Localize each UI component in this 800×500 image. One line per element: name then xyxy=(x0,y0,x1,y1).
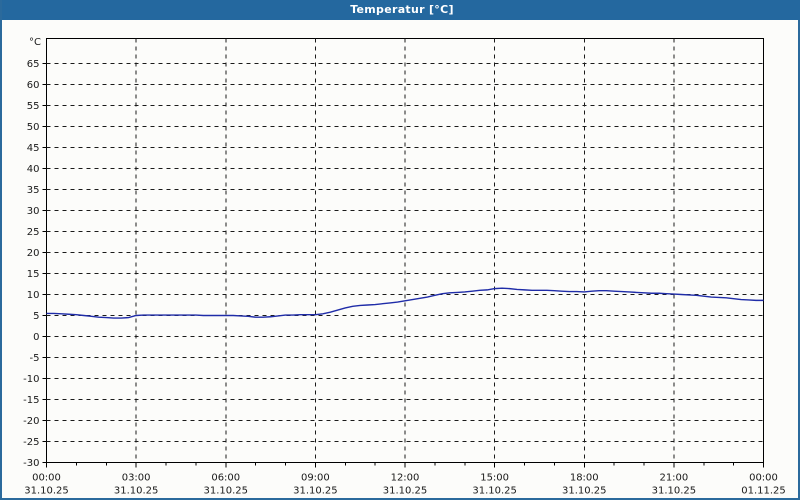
y-axis-tick-label: -10 xyxy=(23,374,39,385)
y-axis-tick-label: -20 xyxy=(23,416,39,427)
y-axis-tick-label: 15 xyxy=(27,269,40,280)
x-axis-time-label: 12:00 xyxy=(391,473,420,484)
y-axis-tick-label: 60 xyxy=(27,80,40,91)
x-axis-date-label: 01.11.25 xyxy=(741,486,786,497)
x-axis-time-label: 21:00 xyxy=(659,473,688,484)
window-title-bar: Temperatur [°C] xyxy=(2,0,800,20)
y-axis-tick-label: 20 xyxy=(27,248,40,259)
x-axis-time-label: 06:00 xyxy=(211,473,240,484)
x-axis-date-label: 31.10.25 xyxy=(383,486,428,497)
y-axis-tick-label: 25 xyxy=(27,227,40,238)
temperature-series-line xyxy=(46,287,764,319)
y-axis-tick-label: 45 xyxy=(27,143,40,154)
x-axis-date-label: 31.10.25 xyxy=(652,486,697,497)
x-axis-time-label: 00:00 xyxy=(749,473,778,484)
y-axis-unit-group: °C xyxy=(29,37,41,48)
y-axis-tick-label: -5 xyxy=(30,353,40,364)
x-axis-time-label: 09:00 xyxy=(301,473,330,484)
series-group xyxy=(46,287,764,319)
temperature-line-chart: °C 65605550454035302520151050-5-10-15-20… xyxy=(2,20,798,498)
x-axis-date-label: 31.10.25 xyxy=(203,486,248,497)
x-axis-labels-group: 00:00 31.10.25 03:00 31.10.25 06:00 31.10.25 0… xyxy=(24,473,786,497)
x-axis-time-label: 00:00 xyxy=(32,473,61,484)
x-axis-ticks-group xyxy=(46,462,764,468)
y-axis-ticks-group: 65605550454035302520151050-5-10-15-20-25… xyxy=(23,59,47,469)
x-axis-date-label: 31.10.25 xyxy=(472,486,517,497)
y-axis-tick-label: 50 xyxy=(27,122,40,133)
y-axis-tick-label: 55 xyxy=(27,101,40,112)
x-axis-date-label: 31.10.25 xyxy=(293,486,338,497)
chart-canvas: °C 65 60 55 50 45 40 35 30 25 20 15 10 5 0 -5 -10 -15 -20… xyxy=(2,20,798,498)
y-axis-tick-label: 30 xyxy=(27,206,40,217)
y-axis-tick-label: -15 xyxy=(23,395,39,406)
x-axis-date-label: 31.10.25 xyxy=(562,486,607,497)
x-axis-time-label: 15:00 xyxy=(480,473,509,484)
y-axis-tick-label: 0 xyxy=(33,332,39,343)
y-axis-tick-label: 40 xyxy=(27,164,40,175)
gridlines-group xyxy=(46,38,764,463)
x-axis-time-label: 18:00 xyxy=(570,473,599,484)
x-axis-date-label: 31.10.25 xyxy=(114,486,159,497)
y-axis-tick-label: 35 xyxy=(27,185,40,196)
x-axis-time-label: 03:00 xyxy=(122,473,151,484)
y-axis-tick-label: 5 xyxy=(33,311,39,322)
y-axis-tick-label: 65 xyxy=(27,59,40,70)
y-axis-unit-label: °C xyxy=(29,37,41,48)
y-axis-tick-label: -30 xyxy=(23,458,39,469)
y-axis-tick-label: 10 xyxy=(27,290,40,301)
y-axis-tick-label: -25 xyxy=(23,437,39,448)
x-axis-date-label: 31.10.25 xyxy=(24,486,69,497)
